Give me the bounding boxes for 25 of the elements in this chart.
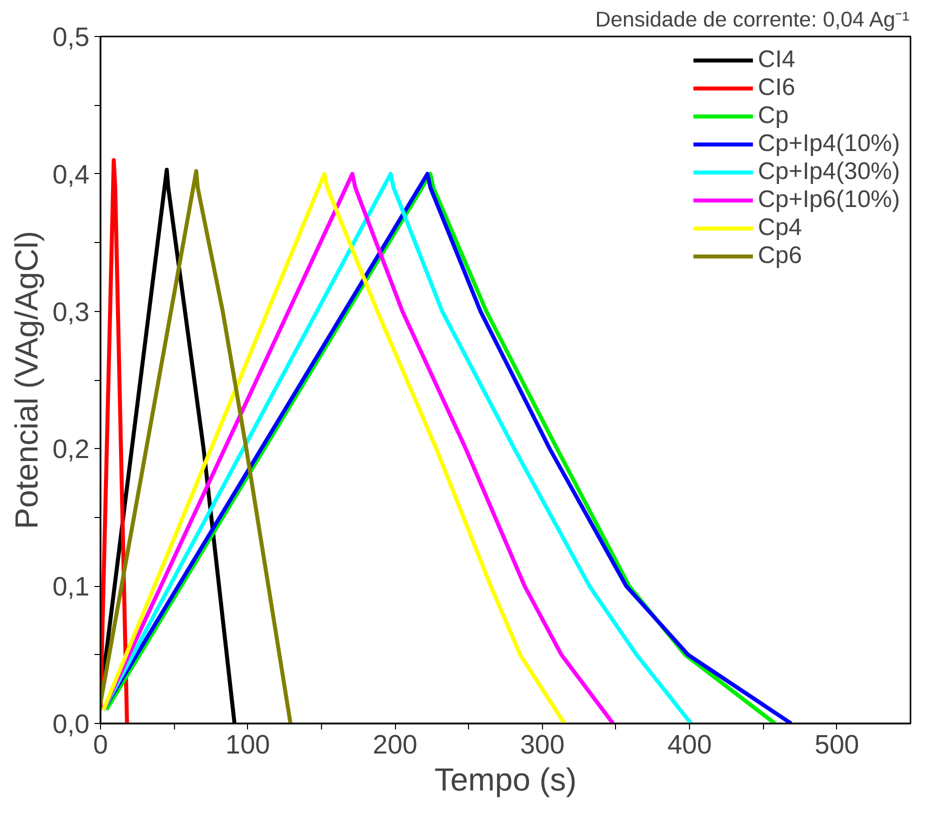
- x-tick-label: 100: [226, 730, 270, 760]
- y-tick-label: 0,2: [52, 434, 90, 464]
- x-tick-label: 500: [814, 730, 860, 760]
- y-axis-title: Potencial (VAg/AgCl): [8, 230, 44, 530]
- text: Densidade de corrente: 0,04 Ag⁻¹: [595, 8, 910, 32]
- legend-label: Cp+Ip4(10%): [758, 130, 900, 158]
- legend-label: CI4: [758, 46, 796, 74]
- x-tick-label: 0: [93, 730, 108, 760]
- legend-label: Cp+Ip4(30%): [758, 158, 900, 186]
- y-tick-label: 0,4: [52, 159, 90, 190]
- legend-label: Cp+Ip6(10%): [758, 186, 900, 214]
- x-tick-label: 200: [372, 730, 418, 760]
- y-tick-label: 0,5: [52, 22, 90, 52]
- legend-label: Cp4: [758, 214, 802, 242]
- line-series: [100, 169, 292, 724]
- y-tick-label: 0,0: [52, 709, 90, 739]
- legend-label: CI6: [758, 74, 796, 102]
- line-series: [100, 158, 130, 724]
- y-tick-label: 0,1: [52, 572, 90, 602]
- x-axis-title: Tempo (s): [434, 762, 577, 798]
- x-tick-label: 400: [667, 730, 712, 760]
- legend-label: Cp: [758, 102, 789, 130]
- legend-label: Cp6: [758, 242, 802, 270]
- y-tick-label: 0,3: [52, 296, 90, 327]
- x-tick-label: 300: [520, 730, 565, 760]
